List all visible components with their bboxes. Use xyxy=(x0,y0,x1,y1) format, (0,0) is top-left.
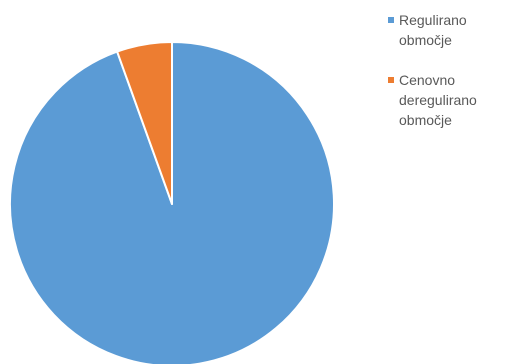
pie-slices xyxy=(9,41,335,364)
legend-label-deregulirano: Cenovno deregulirano območje xyxy=(399,72,477,128)
legend-swatch-regulirano xyxy=(388,17,394,23)
legend: Regulirano območje Cenovno deregulirano … xyxy=(388,10,510,150)
pie-slice-deregulirano xyxy=(116,41,173,205)
legend-label-regulirano: Regulirano območje xyxy=(399,12,467,48)
legend-swatch-deregulirano xyxy=(388,77,394,83)
legend-item-regulirano: Regulirano območje xyxy=(388,10,510,50)
legend-item-deregulirano: Cenovno deregulirano območje xyxy=(388,70,510,130)
